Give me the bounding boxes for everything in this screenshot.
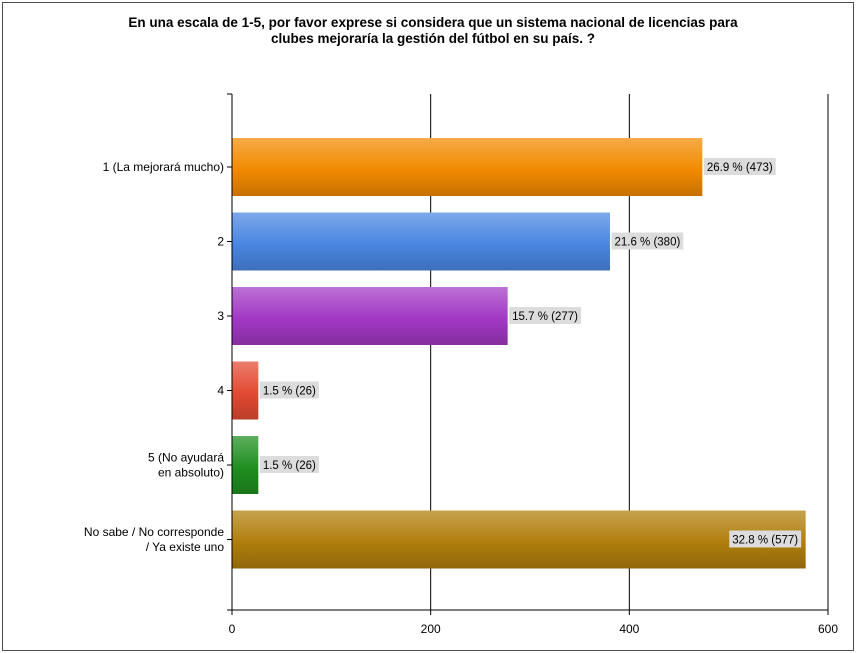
chart-title: En una escala de 1-5, por favor exprese … (33, 15, 833, 47)
data-label-bg-3 (509, 307, 582, 324)
x-tick-label-600: 600 (818, 622, 838, 636)
chart-title-line-2: clubes mejoraría la gestión del fútbol e… (270, 31, 596, 46)
data-label-6: 32.8 % (577) (732, 535, 798, 547)
category-label-6: No sabe / No corresponde / Ya existe uno (84, 525, 224, 554)
axes: 1 (La mejorará mucho) 2 3 4 5 (No ayudará en … (84, 93, 838, 636)
data-label-4: 1.5 % (26) (263, 386, 316, 398)
bar-4 (232, 361, 259, 420)
data-label-5: 1.5 % (26) (263, 460, 316, 472)
bar-1 (232, 138, 703, 196)
data-label-2: 21.6 % (380) (614, 237, 680, 249)
category-label-5: 5 (No ayudará en absoluto) (148, 451, 224, 480)
bar-5 (232, 436, 259, 494)
data-label-1: 26.9 % (473) (707, 162, 773, 174)
data-label-bg-6 (729, 530, 802, 548)
bar-2 (232, 212, 610, 271)
category-label-3: 3 (217, 309, 224, 323)
data-label-bg-5 (259, 456, 319, 473)
data-label-bg-1 (703, 158, 776, 175)
data-label-bg-2 (611, 232, 684, 250)
category-label-2: 2 (217, 235, 224, 249)
category-label-4: 4 (217, 384, 224, 398)
data-label-bg-4 (259, 381, 319, 399)
bars: 26.9 % (473) 21.6 % (380) 15.7 % (277) 1.5 … (232, 138, 806, 569)
x-tick-label-0: 0 (229, 622, 236, 636)
x-tick-label-200: 200 (421, 622, 441, 636)
chart-title-line-1: En una escala de 1-5, por favor exprese … (128, 15, 738, 30)
x-tick-label-400: 400 (619, 622, 639, 636)
bar-3 (232, 287, 508, 345)
data-label-3: 15.7 % (277) (512, 311, 578, 323)
bar-6 (232, 510, 806, 569)
category-label-1: 1 (La mejorará mucho) (103, 160, 224, 174)
